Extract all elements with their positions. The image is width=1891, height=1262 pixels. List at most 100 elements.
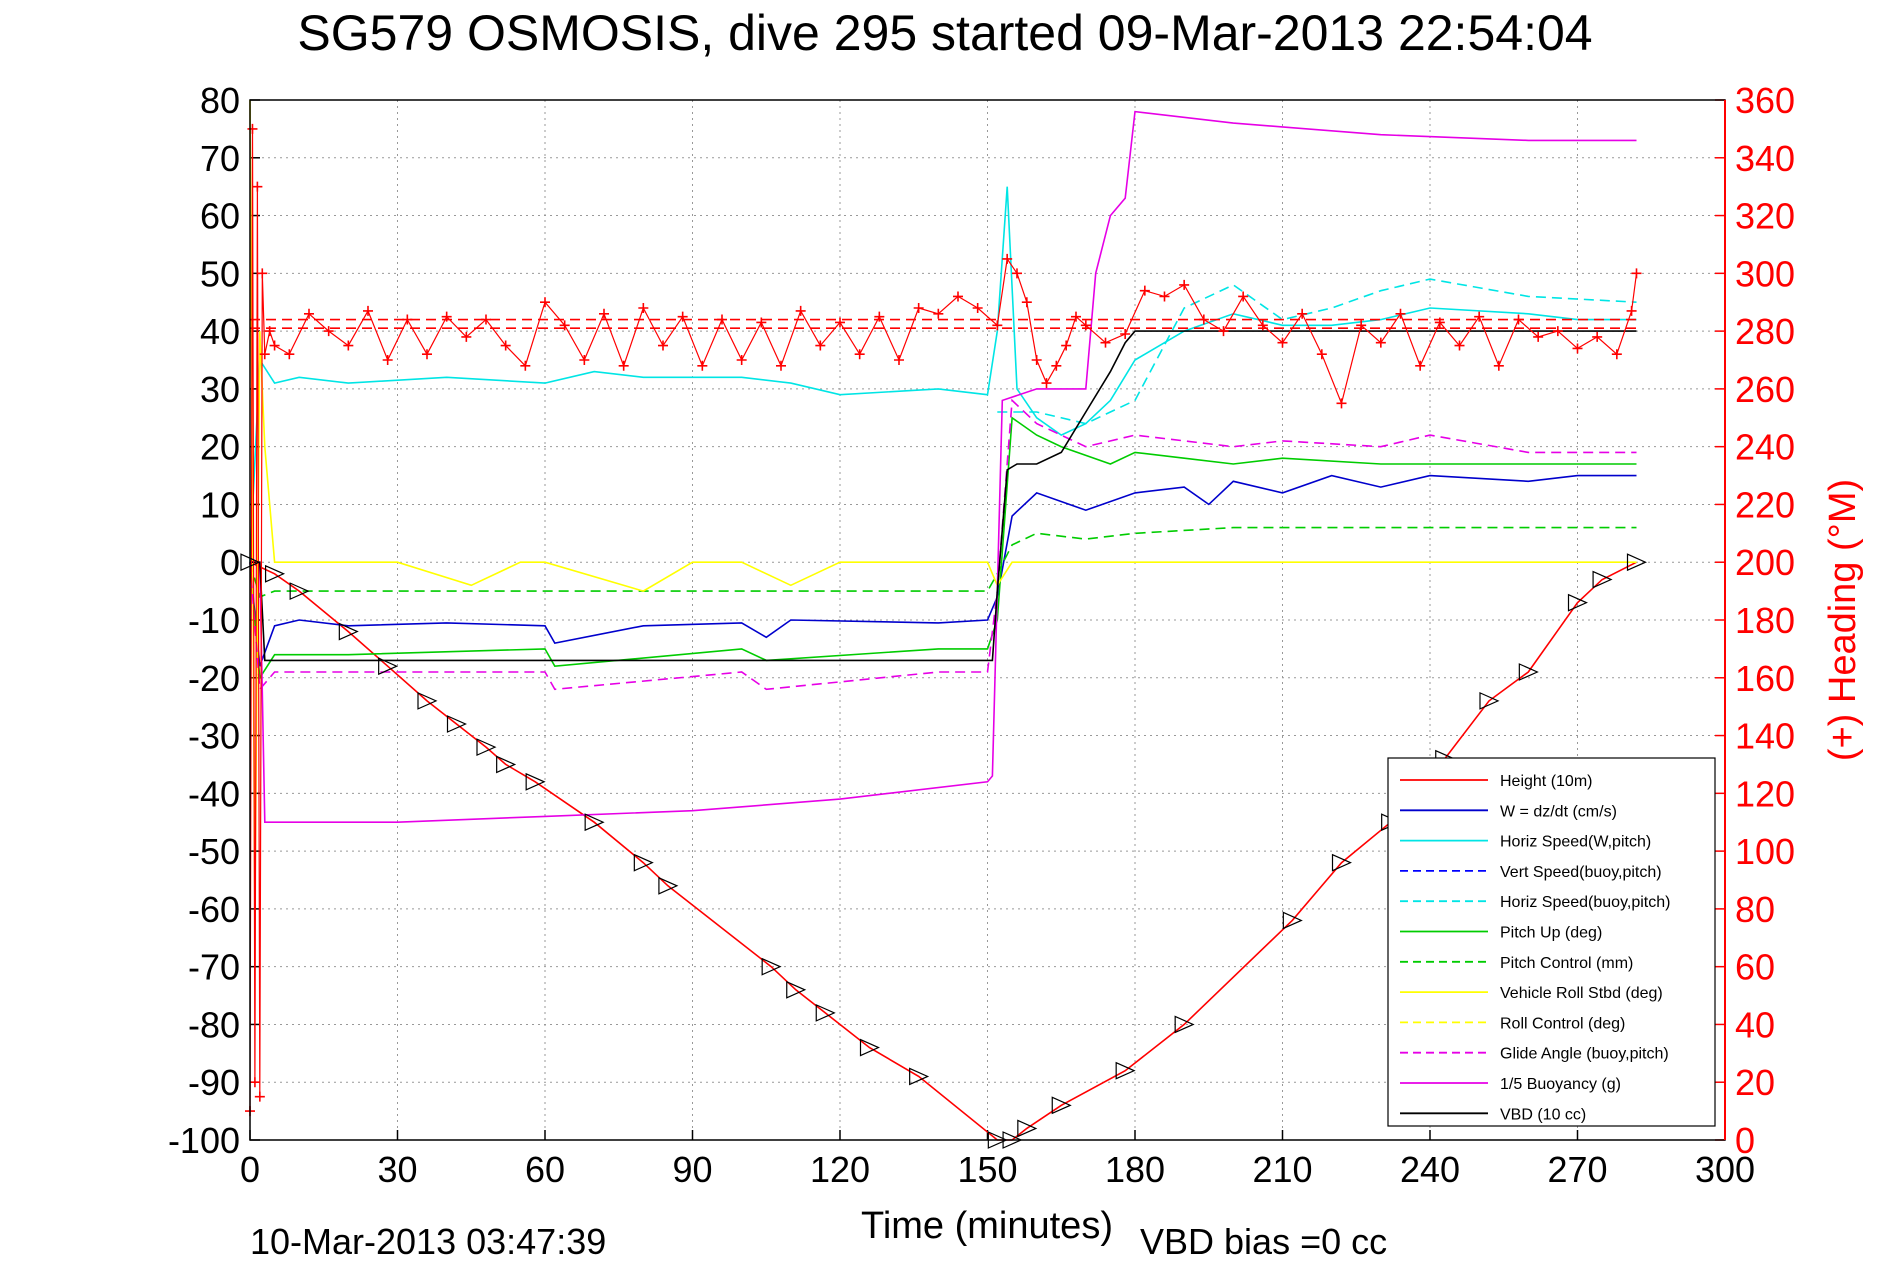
height-marker [815, 1003, 836, 1022]
right-axis-label: (+) Heading (°M) [1822, 479, 1864, 761]
height-marker [1592, 570, 1613, 589]
right-tick-label: 200 [1735, 542, 1795, 583]
left-tick-label: 70 [200, 138, 240, 179]
left-tick-label: 50 [200, 253, 240, 294]
series-vehicle-roll-stbd-deg [249, 99, 1637, 909]
series-horiz-speed-buoy-pitch [997, 278, 1637, 425]
height-marker [584, 813, 605, 832]
height-marker [476, 738, 497, 757]
left-tick-label: -20 [188, 658, 240, 699]
height-marker [378, 657, 399, 676]
height-marker [417, 691, 438, 710]
series-vbd-10-cc [250, 330, 1637, 662]
legend-label: Vert Speed(buoy,pitch) [1500, 864, 1662, 881]
legend-label: Roll Control (deg) [1500, 1015, 1625, 1032]
height-marker [1017, 1119, 1038, 1138]
right-tick-label: 20 [1735, 1062, 1775, 1103]
legend-label: Horiz Speed(buoy,pitch) [1500, 894, 1670, 911]
height-marker [289, 582, 310, 601]
legend-label: 1/5 Buoyancy (g) [1500, 1076, 1621, 1093]
height-marker [1479, 691, 1500, 710]
legend-label: Pitch Control (mm) [1500, 955, 1633, 972]
right-tick-label: 220 [1735, 484, 1795, 525]
footer-vbd-bias: VBD bias =0 cc [1140, 1221, 1387, 1262]
right-tick-label: 360 [1735, 80, 1795, 121]
left-tick-label: -40 [188, 773, 240, 814]
height-marker [761, 957, 782, 976]
right-tick-label: 100 [1735, 831, 1795, 872]
legend-label: Vehicle Roll Stbd (deg) [1500, 985, 1663, 1002]
right-tick-label: 300 [1735, 253, 1795, 294]
legend-label: Glide Angle (buoy,pitch) [1500, 1046, 1669, 1063]
series-1-5-buoyancy-g [250, 110, 1637, 824]
right-tick-label: 180 [1735, 600, 1795, 641]
left-tick-label: 10 [200, 484, 240, 525]
bottom-tick-label: 300 [1695, 1149, 1755, 1190]
right-tick-label: 60 [1735, 947, 1775, 988]
right-tick-label: 40 [1735, 1004, 1775, 1045]
height-marker [1331, 853, 1352, 872]
bottom-tick-label: 60 [525, 1149, 565, 1190]
left-axis-ticks: 80 70 60 50 40 30 20 10 0 -10 -20 -30 -40 -50 -60 -70 -8… [168, 80, 260, 1161]
x-axis-label: Time (minutes) [861, 1205, 1113, 1247]
height-marker [909, 1067, 930, 1086]
height-marker [525, 772, 546, 791]
right-tick-label: 320 [1735, 196, 1795, 237]
right-tick-label: 140 [1735, 716, 1795, 757]
footer-timestamp: 10-Mar-2013 03:47:39 [250, 1221, 606, 1262]
right-tick-label: 0 [1735, 1120, 1755, 1161]
left-tick-label: -70 [188, 947, 240, 988]
left-tick-label: 40 [200, 311, 240, 352]
height-marker [658, 876, 679, 895]
right-tick-label: 340 [1735, 138, 1795, 179]
right-tick-label: 160 [1735, 658, 1795, 699]
legend-label: Height (10m) [1500, 773, 1592, 790]
left-tick-label: 80 [200, 80, 240, 121]
right-tick-label: 280 [1735, 311, 1795, 352]
right-tick-label: 240 [1735, 427, 1795, 468]
height-marker [1626, 553, 1647, 572]
height-marker [338, 622, 359, 641]
chart-title: SG579 OSMOSIS, dive 295 started 09-Mar-2… [297, 5, 1592, 61]
height-marker [1051, 1096, 1072, 1115]
bottom-tick-label: 240 [1400, 1149, 1460, 1190]
left-tick-label: -80 [188, 1004, 240, 1045]
left-tick-label: -60 [188, 889, 240, 930]
bottom-tick-label: 0 [240, 1149, 260, 1190]
height-marker [1518, 663, 1539, 681]
bottom-tick-label: 270 [1547, 1149, 1607, 1190]
height-marker [1174, 1015, 1195, 1034]
heading-trace [249, 128, 1638, 1112]
right-tick-label: 120 [1735, 773, 1795, 814]
right-tick-label: 80 [1735, 889, 1775, 930]
left-tick-label: 30 [200, 369, 240, 410]
legend-label: W = dz/dt (cm/s) [1500, 803, 1617, 820]
left-tick-label: -50 [188, 831, 240, 872]
bottom-tick-label: 120 [810, 1149, 870, 1190]
right-axis-ticks: 3603403203002802602402202001801601401201… [1715, 80, 1795, 1161]
height-marker [1115, 1061, 1136, 1080]
bottom-tick-label: 180 [1105, 1149, 1165, 1190]
series-pitch-up-deg [249, 416, 1637, 681]
bottom-tick-label: 30 [377, 1149, 417, 1190]
height-marker [446, 715, 467, 733]
left-tick-label: -10 [188, 600, 240, 641]
height-marker [496, 755, 517, 774]
height-marker [264, 564, 286, 583]
left-tick-label: 20 [200, 427, 240, 468]
series-heading-m [245, 123, 1642, 1117]
left-tick-label: 0 [220, 542, 240, 583]
legend-label: Pitch Up (deg) [1500, 925, 1602, 942]
bottom-tick-label: 90 [672, 1149, 712, 1190]
height-marker [1282, 911, 1303, 930]
height-marker [1567, 593, 1588, 612]
left-tick-label: -100 [168, 1120, 240, 1161]
bottom-tick-label: 210 [1252, 1149, 1312, 1190]
bottom-tick-label: 150 [957, 1149, 1017, 1190]
left-tick-label: -90 [188, 1062, 240, 1103]
left-tick-label: 60 [200, 196, 240, 237]
series-horiz-speed-w-pitch [249, 186, 1637, 563]
bottom-axis-ticks: 0 30 60 90 120 150 180 210 240 270 300 [240, 1130, 1755, 1190]
height-marker [633, 853, 654, 872]
